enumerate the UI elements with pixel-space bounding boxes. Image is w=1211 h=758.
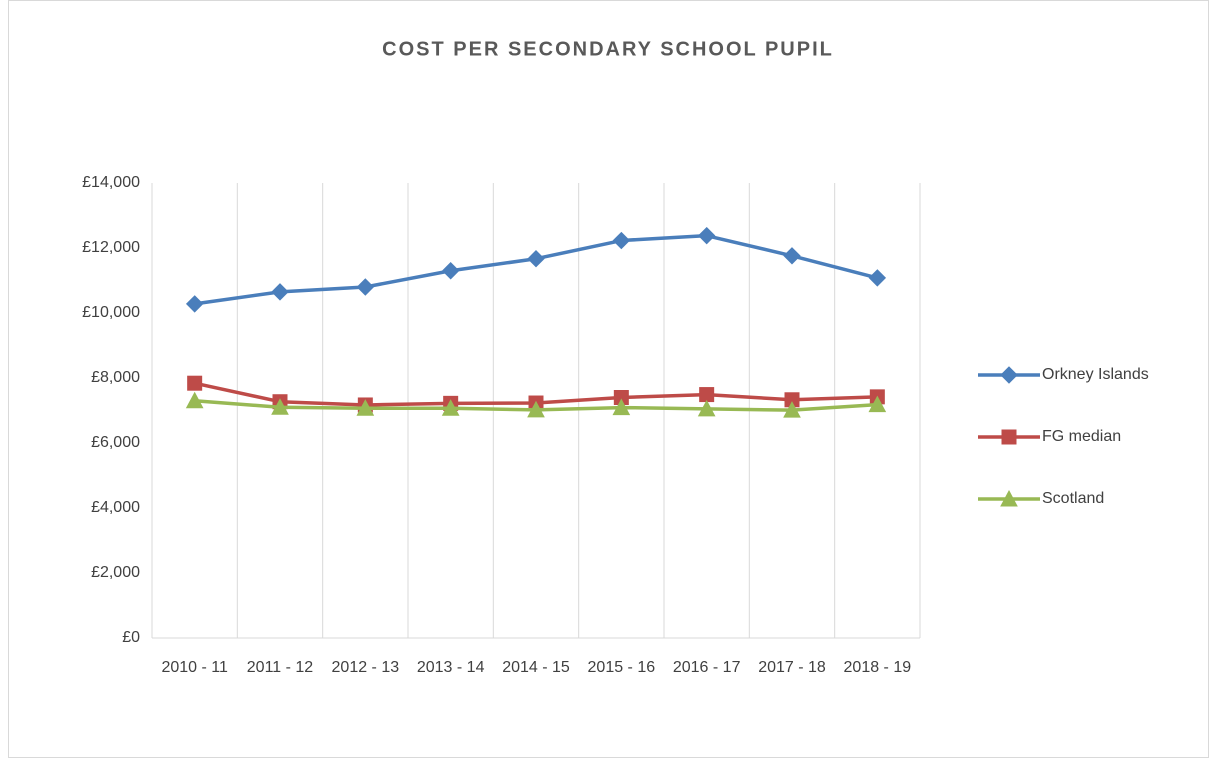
legend-label: FG median [1042,428,1121,445]
x-tick-label: 2016 - 17 [673,659,741,676]
x-tick-label: 2012 - 13 [332,659,400,676]
marker [527,250,545,268]
marker [697,226,716,245]
x-tick-label: 2017 - 18 [758,659,826,676]
y-tick-label: £2,000 [91,564,140,581]
marker [527,400,545,418]
x-tick-label: 2018 - 19 [844,659,912,676]
x-tick-label: 2014 - 15 [502,659,570,676]
marker [699,387,715,403]
marker [441,399,460,416]
y-tick-label: £8,000 [91,369,140,386]
marker [783,401,801,418]
marker [783,247,801,265]
marker [1000,366,1018,384]
marker [185,295,204,313]
x-tick-label: 2013 - 14 [417,659,485,676]
legend-label: Scotland [1042,490,1104,507]
marker [868,395,887,413]
y-tick-label: £12,000 [82,239,140,256]
marker [187,375,203,391]
x-tick-label: 2015 - 16 [588,659,656,676]
y-tick-label: £0 [122,629,140,646]
y-tick-label: £4,000 [91,499,140,516]
marker [356,278,375,296]
marker [868,269,887,287]
marker [271,283,289,301]
marker [441,262,460,280]
y-tick-label: £10,000 [82,304,140,321]
marker [697,399,716,417]
y-tick-label: £14,000 [82,174,140,191]
legend-label: Orkney Islands [1042,366,1149,383]
marker [356,399,375,416]
x-tick-label: 2010 - 11 [161,659,228,676]
marker [612,231,631,250]
y-tick-label: £6,000 [91,434,140,451]
marker [271,398,289,415]
x-tick-label: 2011 - 12 [247,659,314,676]
marker [1000,489,1018,507]
marker [612,398,631,416]
chart-title: COST PER SECONDARY SCHOOL PUPIL [382,38,834,60]
marker [185,391,204,409]
marker [1001,429,1017,445]
